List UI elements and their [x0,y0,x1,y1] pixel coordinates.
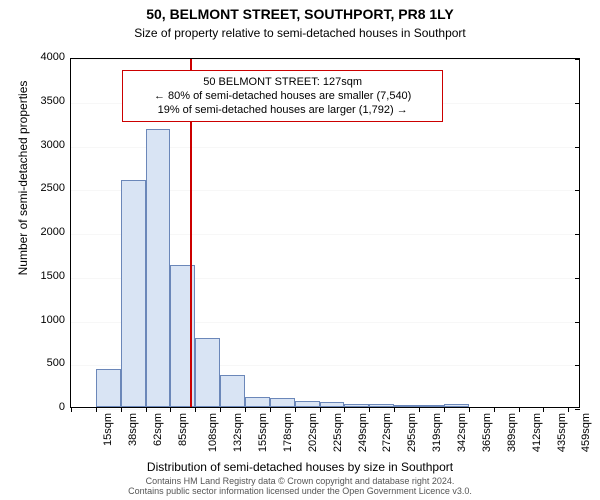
attribution-line2: Contains public sector information licen… [0,486,600,496]
y-tick-mark [575,322,580,323]
gridline [71,59,579,60]
x-tick-mark [270,407,271,412]
x-tick-mark [96,407,97,412]
gridline [71,409,579,410]
histogram-bar [270,398,295,407]
y-tick-mark [575,365,580,366]
histogram-bar [96,369,121,408]
histogram-bar [146,129,171,407]
histogram-bar [444,404,469,408]
x-tick-mark [394,407,395,412]
x-tick-label: 132sqm [232,413,244,452]
x-tick-mark [494,407,495,412]
y-tick-label: 2000 [41,226,71,238]
x-tick-mark [519,407,520,412]
y-tick-mark [575,190,580,191]
y-tick-mark [575,409,580,410]
x-tick-label: 225sqm [332,413,344,452]
x-tick-mark [170,407,171,412]
histogram-bar [121,180,146,408]
histogram-bar [295,401,320,407]
y-tick-label: 3500 [41,95,71,107]
x-tick-mark [320,407,321,412]
chart-title: 50, BELMONT STREET, SOUTHPORT, PR8 1LY [0,6,600,22]
y-tick-label: 1500 [41,270,71,282]
histogram-bar [320,402,345,407]
x-tick-mark [71,407,72,412]
y-tick-label: 0 [59,401,71,413]
x-tick-label: 202sqm [307,413,319,452]
x-tick-mark [543,407,544,412]
x-axis-label: Distribution of semi-detached houses by … [0,460,600,474]
x-tick-label: 389sqm [506,413,518,452]
x-tick-label: 155sqm [257,413,269,452]
x-tick-label: 295sqm [406,413,418,452]
attribution-line1: Contains HM Land Registry data © Crown c… [0,476,600,486]
plot-area: 0500100015002000250030003500400015sqm38s… [70,58,580,408]
chart-subtitle: Size of property relative to semi-detach… [0,26,600,40]
x-tick-label: 85sqm [177,413,189,446]
histogram-bar [245,397,270,408]
histogram-bar [220,375,245,407]
y-tick-mark [575,59,580,60]
x-tick-label: 178sqm [282,413,294,452]
x-tick-mark [419,407,420,412]
histogram-bar [394,405,419,407]
y-tick-label: 4000 [41,51,71,63]
x-tick-label: 249sqm [357,413,369,452]
y-axis-label: Number of semi-detached properties [16,3,30,353]
y-tick-mark [575,103,580,104]
x-tick-label: 319sqm [431,413,443,452]
x-tick-label: 365sqm [481,413,493,452]
y-tick-mark [575,147,580,148]
histogram-bar [344,404,369,408]
x-tick-label: 38sqm [127,413,139,446]
attribution: Contains HM Land Registry data © Crown c… [0,476,600,496]
x-tick-mark [469,407,470,412]
annotation-line: 19% of semi-detached houses are larger (… [131,103,434,117]
x-tick-mark [220,407,221,412]
y-tick-mark [575,278,580,279]
histogram-bar [195,338,220,407]
x-tick-label: 342sqm [456,413,468,452]
x-tick-mark [344,407,345,412]
x-tick-label: 108sqm [208,413,220,452]
x-tick-mark [369,407,370,412]
y-tick-mark [575,234,580,235]
histogram-bar [419,405,444,407]
histogram-bar [369,404,394,407]
x-tick-mark [121,407,122,412]
annotation-line: ← 80% of semi-detached houses are smalle… [131,89,434,103]
x-tick-mark [195,407,196,412]
x-tick-mark [568,407,569,412]
y-tick-label: 1000 [41,314,71,326]
x-tick-mark [146,407,147,412]
x-tick-label: 272sqm [382,413,394,452]
x-tick-label: 412sqm [531,413,543,452]
x-tick-label: 435sqm [556,413,568,452]
annotation-line: 50 BELMONT STREET: 127sqm [131,75,434,89]
x-tick-mark [295,407,296,412]
x-tick-mark [245,407,246,412]
x-tick-label: 459sqm [581,413,593,452]
x-tick-mark [444,407,445,412]
x-tick-label: 62sqm [152,413,164,446]
y-tick-label: 2500 [41,182,71,194]
x-tick-label: 15sqm [102,413,114,446]
y-tick-label: 500 [47,357,71,369]
annotation-box: 50 BELMONT STREET: 127sqm← 80% of semi-d… [122,70,443,123]
y-tick-label: 3000 [41,139,71,151]
